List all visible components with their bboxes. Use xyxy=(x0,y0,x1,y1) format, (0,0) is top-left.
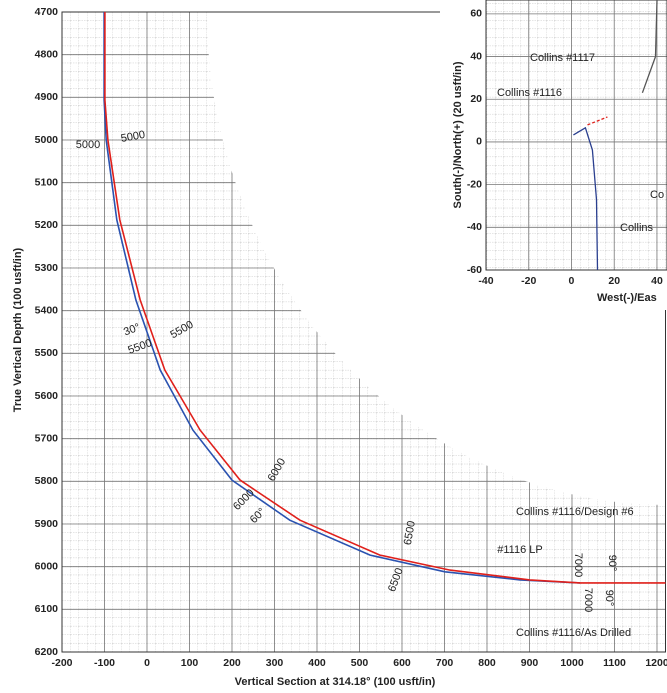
y-tick-label: 60 xyxy=(470,8,482,20)
well-path xyxy=(587,116,608,126)
annotation: 5000 xyxy=(76,139,100,151)
x-tick-label: 700 xyxy=(436,657,454,669)
x-tick-label: 100 xyxy=(181,657,199,669)
well-path xyxy=(103,12,581,584)
y-tick-label: 0 xyxy=(476,136,482,148)
y-tick-label: 5000 xyxy=(35,134,59,146)
y-tick-label: 4800 xyxy=(35,48,59,60)
x-tick-label: 500 xyxy=(351,657,369,669)
y-axis-title: True Vertical Depth (100 usft/in) xyxy=(12,247,24,412)
plot-frame xyxy=(485,0,667,271)
y-tick-label: 5100 xyxy=(35,176,59,188)
x-tick-label: 1200 xyxy=(645,657,667,669)
plan-view-chart: -40 -20 0 20 40-60-40-200204060West(-)/EasSo… xyxy=(440,0,667,310)
annotation: Collins #1116/As Drilled xyxy=(516,627,631,639)
annotation: Collins #1117 xyxy=(530,52,595,64)
y-axis-title: South(-)/North(+) (20 usft/in) xyxy=(452,61,464,208)
y-tick-label: 5800 xyxy=(35,475,59,487)
y-tick-label: 6000 xyxy=(35,560,59,572)
y-tick-label: 5300 xyxy=(35,262,59,274)
x-tick-label: 900 xyxy=(521,657,539,669)
x-tick-label: 300 xyxy=(266,657,284,669)
y-tick-label: 6200 xyxy=(35,646,59,658)
y-tick-label: 5900 xyxy=(35,518,59,530)
x-tick-label: -20 xyxy=(521,275,536,287)
x-axis-title: Vertical Section at 314.18° (100 usft/in… xyxy=(235,676,436,688)
x-tick-label: -200 xyxy=(51,657,72,669)
annotation: Collins #1116/Design #6 xyxy=(516,506,634,518)
y-tick-label: 5600 xyxy=(35,390,59,402)
annotation: 7000 xyxy=(572,553,584,577)
annotation: Co xyxy=(650,189,664,201)
annotation: 30° xyxy=(122,321,142,338)
y-tick-label: 40 xyxy=(470,50,482,62)
well-path xyxy=(104,12,666,584)
x-tick-label: 600 xyxy=(393,657,411,669)
x-tick-label: 0 xyxy=(144,657,150,669)
annotation: 6500 xyxy=(402,520,418,546)
x-tick-label: 20 xyxy=(608,275,620,287)
x-tick-label: 1000 xyxy=(560,657,584,669)
well-path xyxy=(641,0,658,94)
y-tick-label: 4900 xyxy=(35,91,59,103)
minor-grid xyxy=(486,0,667,270)
y-tick-label: 5200 xyxy=(35,219,59,231)
annotation: Collins xyxy=(620,222,654,234)
x-tick-label: 200 xyxy=(223,657,241,669)
annotation: 5000 xyxy=(120,129,146,145)
y-tick-label: 5700 xyxy=(35,432,59,444)
y-tick-label: -60 xyxy=(467,264,482,276)
x-tick-label: 1100 xyxy=(603,657,626,669)
x-tick-label: -100 xyxy=(94,657,115,669)
annotation: 90° xyxy=(606,555,618,572)
x-axis-title: West(-)/Eas xyxy=(597,292,657,304)
x-tick-label: 40 xyxy=(651,275,663,287)
x-tick-label: 800 xyxy=(478,657,496,669)
y-tick-label: 20 xyxy=(470,93,482,105)
plot-frame xyxy=(61,11,666,653)
annotation: 90° xyxy=(603,590,615,607)
annotation: Collins #1116 xyxy=(497,87,562,99)
y-tick-label: 4700 xyxy=(35,6,59,18)
x-tick-label: 400 xyxy=(308,657,326,669)
y-tick-label: -20 xyxy=(467,178,482,190)
annotation: #1116 LP xyxy=(497,544,542,556)
x-tick-label: -40 xyxy=(478,275,493,287)
y-tick-label: 6100 xyxy=(35,603,59,615)
y-tick-label: 5500 xyxy=(35,347,59,359)
y-tick-label: 5400 xyxy=(35,304,59,316)
annotation: 7000 xyxy=(582,588,594,612)
x-tick-label: 0 xyxy=(569,275,575,287)
y-tick-label: -40 xyxy=(467,221,482,233)
well-path xyxy=(573,126,599,271)
